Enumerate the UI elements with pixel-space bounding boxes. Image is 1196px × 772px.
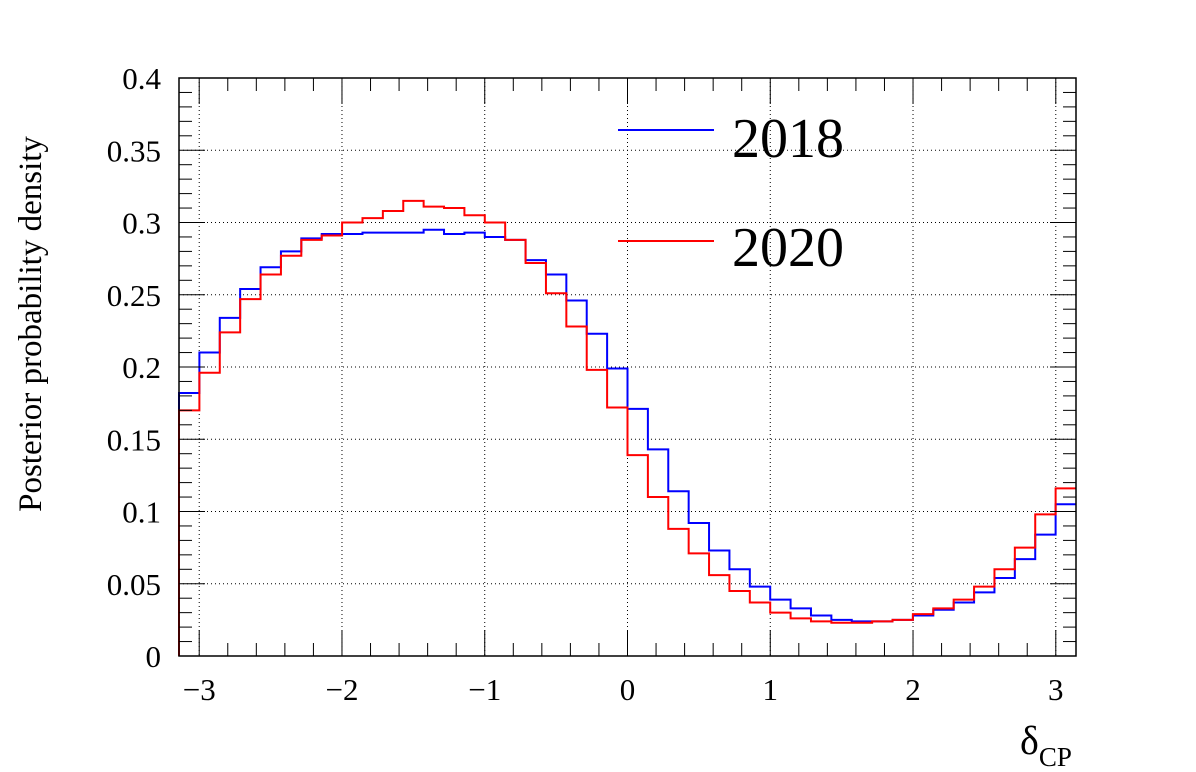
y-tick-label: 0.3: [122, 206, 161, 241]
legend-label-2018: 2018: [732, 108, 844, 170]
grid: [179, 78, 1076, 656]
x-tick-label: −1: [468, 672, 501, 707]
axis-ticks: [179, 77, 1076, 657]
x-axis-title-symbol: δ: [1020, 718, 1039, 763]
x-tick-label: 0: [620, 672, 636, 707]
x-tick-label: 3: [1048, 672, 1064, 707]
y-tick-label: 0.05: [107, 567, 161, 602]
y-tick-label: 0.4: [122, 61, 161, 96]
y-tick-label: 0.35: [107, 133, 161, 168]
x-tick-label: 1: [763, 672, 779, 707]
x-tick-label: 2: [905, 672, 921, 707]
series-line-2020: [178, 199, 1076, 656]
x-tick-label: −2: [325, 672, 358, 707]
y-tick-label: 0.1: [122, 495, 161, 530]
tick-labels: −3 −2 −1 0 1 2 3 0 0.05 0.1 0.15 0.2 0.25 0.3 0.35 0.4: [107, 61, 1064, 707]
data-series: [178, 199, 1076, 656]
y-tick-label: 0: [146, 639, 162, 674]
legend: 2018 2020: [618, 108, 844, 279]
y-tick-label: 0.25: [107, 278, 161, 313]
y-axis-title: Posterior probability density: [13, 136, 49, 512]
y-tick-label: 0.2: [122, 350, 161, 385]
legend-label-2020: 2020: [732, 217, 844, 279]
x-axis-title-subscript: CP: [1039, 742, 1072, 772]
y-tick-label: 0.15: [107, 422, 161, 457]
x-axis-title: δCP: [1020, 718, 1072, 772]
x-tick-label: −3: [183, 672, 216, 707]
